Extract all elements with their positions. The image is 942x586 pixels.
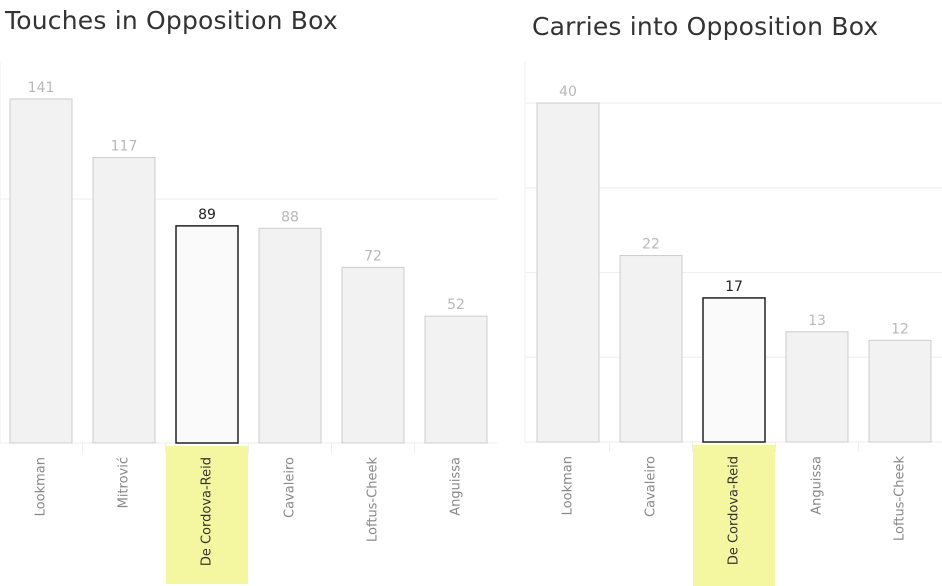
bar-lookman bbox=[536, 102, 600, 443]
bar-de-cordova-reid bbox=[175, 225, 239, 444]
chart-title: Carries into Opposition Box bbox=[532, 12, 879, 41]
category-label: De Cordova-Reid bbox=[200, 457, 215, 566]
category-label: Mitrović bbox=[117, 457, 132, 508]
data-label: 89 bbox=[198, 207, 216, 223]
data-label: 141 bbox=[28, 80, 55, 96]
category-label: Loftus-Cheek bbox=[366, 457, 381, 542]
data-label: 13 bbox=[808, 313, 826, 329]
data-label: 17 bbox=[725, 279, 743, 295]
bar-de-cordova-reid bbox=[702, 297, 766, 443]
bar-anguissa bbox=[424, 315, 488, 444]
data-label: 40 bbox=[559, 84, 577, 100]
data-label: 72 bbox=[364, 248, 382, 264]
data-label: 12 bbox=[891, 321, 909, 337]
category-label: Anguissa bbox=[810, 456, 825, 515]
category-label: Lookman bbox=[561, 456, 576, 515]
data-label: 22 bbox=[642, 237, 660, 253]
chart-carries-into-opposition-box: Carries into Opposition Box 40 Lookman 22 C… bbox=[520, 0, 942, 586]
bar-cavaleiro bbox=[258, 227, 322, 444]
data-label: 52 bbox=[447, 297, 465, 313]
data-label: 117 bbox=[111, 139, 138, 155]
bar-loftus-cheek bbox=[868, 339, 932, 443]
highlight-label-background bbox=[166, 446, 248, 584]
category-label: Anguissa bbox=[449, 457, 464, 516]
bar-cavaleiro bbox=[619, 255, 683, 443]
category-label: Cavaleiro bbox=[644, 456, 659, 517]
chart-title: Touches in Opposition Box bbox=[5, 6, 338, 35]
highlight-label-background bbox=[693, 445, 775, 586]
bar-mitrovi- bbox=[92, 157, 156, 444]
bar-lookman bbox=[9, 98, 73, 444]
category-label: De Cordova-Reid bbox=[727, 456, 742, 565]
bar-anguissa bbox=[785, 331, 849, 443]
touches-bar-chart: 141 Lookman 117 Mitrović 89 De Cordova-Reid 88… bbox=[0, 62, 497, 584]
data-label: 88 bbox=[281, 209, 299, 225]
bar-loftus-cheek bbox=[341, 266, 405, 444]
category-label: Loftus-Cheek bbox=[893, 456, 908, 541]
category-label: Lookman bbox=[34, 457, 49, 516]
category-label: Cavaleiro bbox=[283, 457, 298, 518]
carries-bar-chart: 40 Lookman 22 Cavaleiro 17 De Cordova-Reid 13 A… bbox=[524, 62, 942, 586]
chart-touches-in-opposition-box: Touches in Opposition Box 141 Lookman 117 M… bbox=[0, 6, 497, 584]
